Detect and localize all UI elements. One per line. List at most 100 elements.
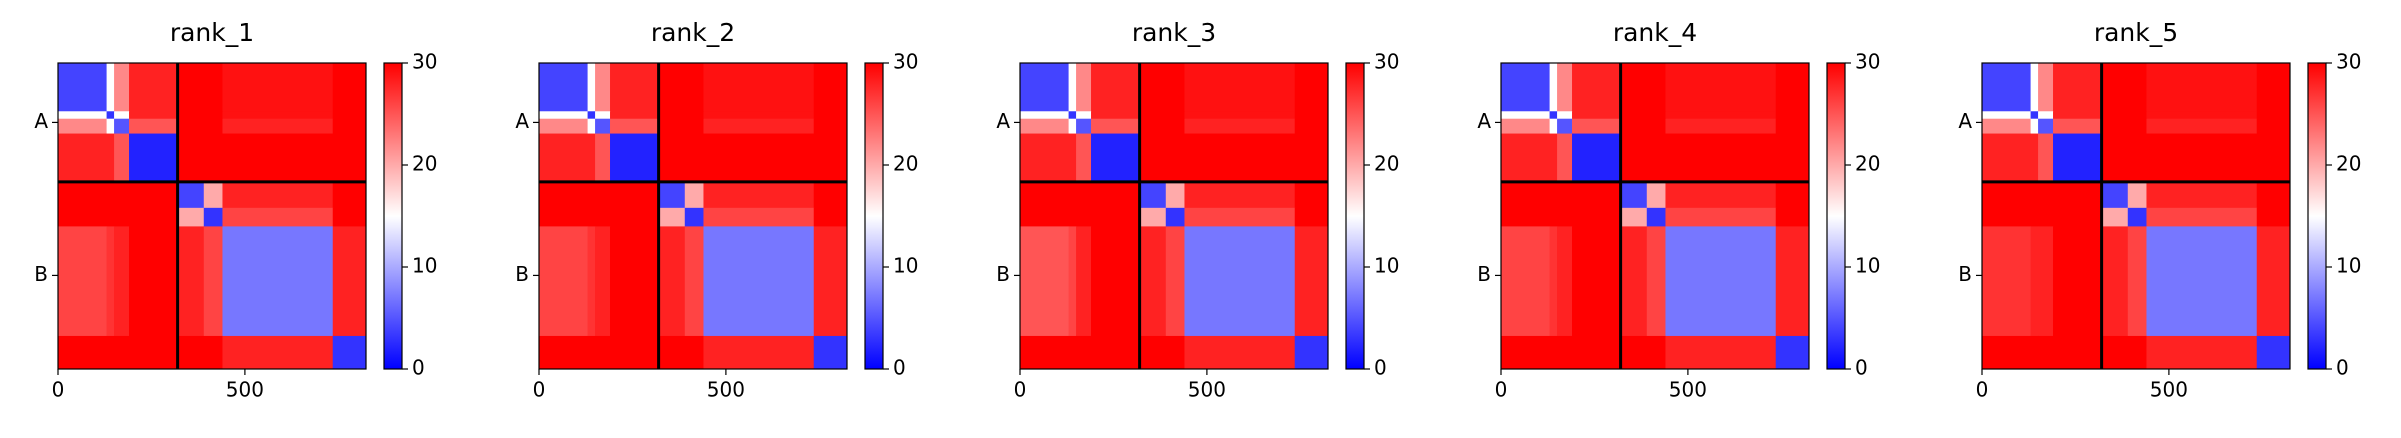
heatmap-cell bbox=[2256, 111, 2291, 120]
heatmap-cell bbox=[1139, 111, 1167, 120]
heatmap-cell bbox=[658, 335, 686, 370]
heatmap-cell bbox=[1020, 133, 1070, 183]
heatmap-cell bbox=[2038, 118, 2054, 135]
heatmap-cell bbox=[539, 335, 589, 370]
colorbar-tick-label: 30 bbox=[412, 50, 437, 74]
heatmap-cell bbox=[1557, 335, 1573, 370]
heatmap-cell bbox=[114, 226, 130, 337]
heatmap-cell bbox=[1165, 207, 1185, 227]
heatmap-cell bbox=[539, 63, 589, 112]
heatmap-cell bbox=[1646, 207, 1666, 227]
heatmap-cell bbox=[1068, 207, 1077, 227]
heatmap-cell bbox=[684, 181, 704, 209]
heatmap-cell bbox=[1020, 226, 1070, 337]
heatmap-cell bbox=[1294, 335, 1329, 370]
heatmap-cell bbox=[1294, 207, 1329, 227]
heatmap-cell bbox=[1549, 111, 1558, 120]
heatmap-cell bbox=[1020, 111, 1070, 120]
y-tick-label: B bbox=[34, 262, 48, 286]
heatmap-cell bbox=[703, 111, 815, 120]
panel: rank_1 0 500 A B 0 10 20 30 bbox=[34, 18, 437, 402]
heatmap-cell bbox=[684, 118, 704, 135]
heatmap-cell bbox=[2256, 335, 2291, 370]
heatmap-cell bbox=[1557, 133, 1573, 183]
heatmap-cell bbox=[1557, 118, 1573, 135]
heatmap-cell bbox=[2053, 118, 2103, 135]
heatmap-cell bbox=[129, 111, 179, 120]
heatmap-cell bbox=[1646, 118, 1666, 135]
heatmap-cell bbox=[222, 335, 334, 370]
heatmap-cell bbox=[1139, 133, 1167, 183]
axes-frame bbox=[1981, 62, 2291, 370]
heatmap-cell bbox=[1501, 181, 1551, 209]
heatmap-cell bbox=[177, 63, 205, 112]
heatmap-cell bbox=[2127, 226, 2147, 337]
heatmap-cell bbox=[2127, 335, 2147, 370]
y-tick-label: A bbox=[34, 109, 48, 133]
heatmap-cell bbox=[1665, 133, 1777, 183]
heatmap-cell bbox=[2053, 226, 2103, 337]
heatmap-cell bbox=[1572, 226, 1622, 337]
heatmap-cell bbox=[332, 118, 367, 135]
heatmap-cell bbox=[2146, 133, 2258, 183]
x-tick-label: 500 bbox=[707, 378, 745, 402]
heatmap-cell bbox=[2053, 335, 2103, 370]
heatmap-cell bbox=[1775, 118, 1810, 135]
heatmap-cell bbox=[1076, 63, 1092, 112]
colorbar-tick-label: 20 bbox=[893, 152, 918, 176]
heatmap-cell bbox=[1620, 133, 1648, 183]
heatmap-cell bbox=[1068, 111, 1077, 120]
heatmap-cell bbox=[2053, 207, 2103, 227]
colorbar-tick-label: 0 bbox=[893, 356, 906, 380]
heatmap-cell bbox=[1646, 111, 1666, 120]
heatmap-cell bbox=[114, 335, 130, 370]
heatmap-cell bbox=[1076, 111, 1092, 120]
heatmap-cell bbox=[658, 111, 686, 120]
heatmap-cell bbox=[1572, 207, 1622, 227]
heatmap-cell bbox=[2256, 63, 2291, 112]
heatmap-cell bbox=[1068, 181, 1077, 209]
heatmap-cell bbox=[177, 226, 205, 337]
heatmap-cell bbox=[1020, 181, 1070, 209]
heatmap-cell bbox=[222, 181, 334, 209]
y-tick-label: A bbox=[996, 109, 1010, 133]
heatmap-cell bbox=[2127, 63, 2147, 112]
heatmap-cell bbox=[587, 207, 596, 227]
x-tick-label: 0 bbox=[533, 378, 546, 402]
heatmap-cell bbox=[610, 63, 660, 112]
heatmap-cell bbox=[114, 207, 130, 227]
colorbar-tick-label: 20 bbox=[2336, 152, 2361, 176]
heatmap-cell bbox=[2101, 111, 2129, 120]
heatmap-cell bbox=[703, 118, 815, 135]
heatmap-cell bbox=[1294, 226, 1329, 337]
heatmap-cell bbox=[177, 133, 205, 183]
heatmap-cell bbox=[2146, 226, 2258, 337]
heatmap-cell bbox=[2038, 226, 2054, 337]
heatmap-cell bbox=[658, 226, 686, 337]
heatmap-cell bbox=[1068, 335, 1077, 370]
heatmap-cell bbox=[1076, 118, 1092, 135]
colorbar-tick-label: 10 bbox=[1374, 254, 1399, 278]
heatmap-cell bbox=[1294, 181, 1329, 209]
heatmap-cell bbox=[58, 63, 108, 112]
heatmap-cell bbox=[2038, 181, 2054, 209]
heatmap-cell bbox=[1165, 226, 1185, 337]
heatmap-cell bbox=[203, 226, 223, 337]
heatmap-cell bbox=[106, 207, 115, 227]
colorbar-tick-label: 30 bbox=[2336, 50, 2361, 74]
panel: rank_2 0 500 A B 0 10 20 30 bbox=[515, 18, 918, 402]
heatmap-cell bbox=[595, 226, 611, 337]
heatmap-cell bbox=[1549, 226, 1558, 337]
colorbar-tick-label: 30 bbox=[1374, 50, 1399, 74]
heatmap-cell bbox=[1184, 118, 1296, 135]
heatmap-cell bbox=[813, 226, 848, 337]
heatmap-cell bbox=[2127, 118, 2147, 135]
heatmap-cell bbox=[114, 111, 130, 120]
heatmap-cell bbox=[114, 118, 130, 135]
y-tick-label: B bbox=[515, 262, 529, 286]
heatmap-cell bbox=[587, 226, 596, 337]
colorbar bbox=[383, 62, 403, 370]
heatmap-cell bbox=[539, 118, 589, 135]
heatmap-cell bbox=[1139, 226, 1167, 337]
